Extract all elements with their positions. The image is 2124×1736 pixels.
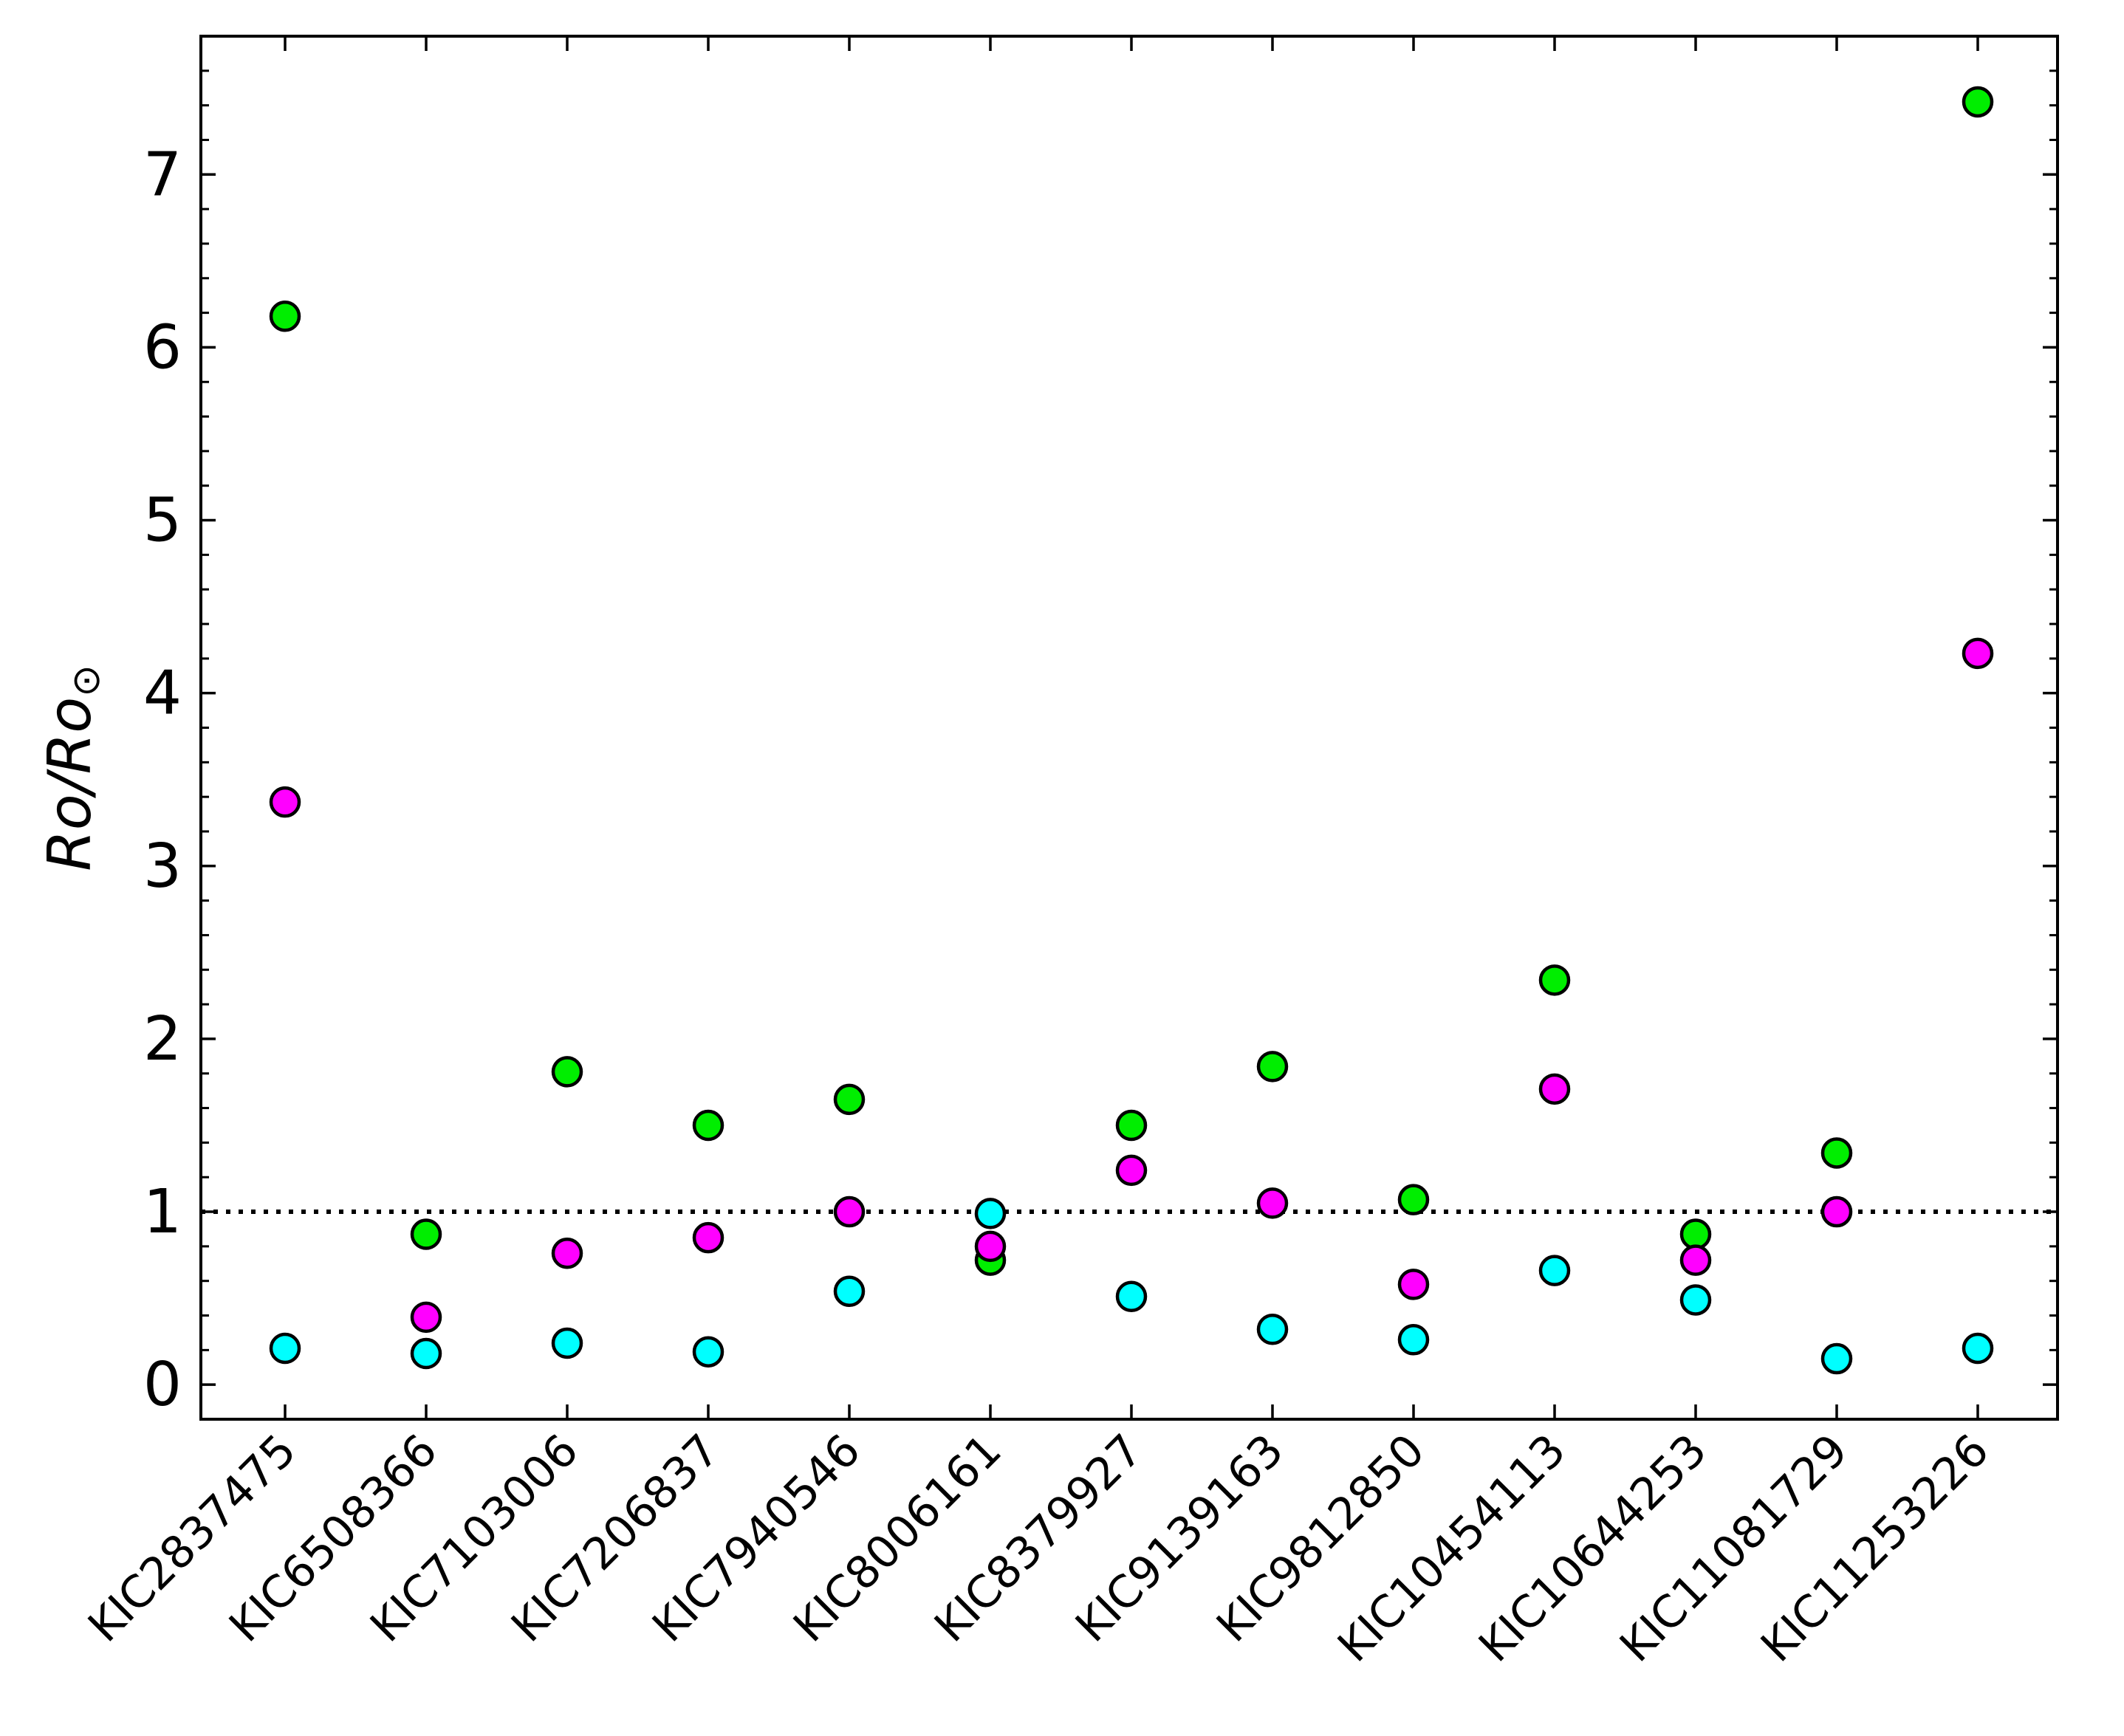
data-point — [833, 1275, 866, 1307]
data-point — [974, 1230, 1007, 1263]
data-point — [1538, 1255, 1571, 1286]
data-point — [410, 1218, 442, 1250]
data-point — [269, 1332, 301, 1365]
y-tick-label: 7 — [143, 140, 182, 210]
data-point — [1962, 86, 1994, 118]
y-tick-label: 1 — [143, 1177, 182, 1247]
data-point — [1397, 1269, 1430, 1300]
data-point — [551, 1327, 583, 1359]
data-point — [551, 1237, 583, 1269]
data-point — [1115, 1154, 1148, 1187]
data-point — [692, 1221, 724, 1254]
y-tick-label: 3 — [143, 831, 182, 902]
data-point — [269, 301, 301, 332]
data-point — [1397, 1184, 1430, 1215]
data-point — [1115, 1109, 1148, 1142]
data-point — [410, 1301, 442, 1334]
data-point — [1962, 1332, 1994, 1365]
svg-text:Ro/Ro⊙: Ro/Ro⊙ — [35, 665, 109, 871]
y-axis-label: Ro/Ro — [35, 697, 104, 871]
data-point — [269, 786, 301, 818]
data-point — [1679, 1284, 1712, 1316]
ticks-group — [201, 35, 2058, 1421]
y-tick-label: 0 — [143, 1350, 182, 1420]
data-point — [974, 1198, 1007, 1229]
y-tick-label: 6 — [143, 312, 182, 382]
data-point — [1962, 637, 1994, 670]
data-point — [833, 1195, 866, 1228]
data-point — [410, 1337, 442, 1370]
data-point — [833, 1083, 866, 1116]
data-point — [1256, 1314, 1289, 1345]
data-point — [551, 1056, 583, 1088]
y-axis-title: Ro/Ro⊙ — [35, 665, 109, 871]
data-point — [1679, 1218, 1712, 1250]
y-tick-label: 2 — [143, 1004, 182, 1074]
data-point — [1256, 1051, 1289, 1083]
data-point — [1820, 1342, 1853, 1375]
data-point — [1820, 1195, 1853, 1228]
y-tick-label: 5 — [143, 486, 182, 556]
data-point — [1820, 1137, 1853, 1169]
points-group — [269, 86, 1994, 1375]
data-point — [692, 1109, 724, 1142]
data-point — [1397, 1324, 1430, 1356]
data-point — [1538, 1073, 1571, 1105]
data-point — [1256, 1187, 1289, 1219]
y-axis-label-subscript: ⊙ — [64, 665, 109, 697]
data-point — [692, 1336, 724, 1368]
data-point — [1679, 1244, 1712, 1276]
data-point — [1538, 964, 1571, 996]
y-tick-label: 4 — [143, 659, 182, 729]
data-point — [1115, 1280, 1148, 1313]
